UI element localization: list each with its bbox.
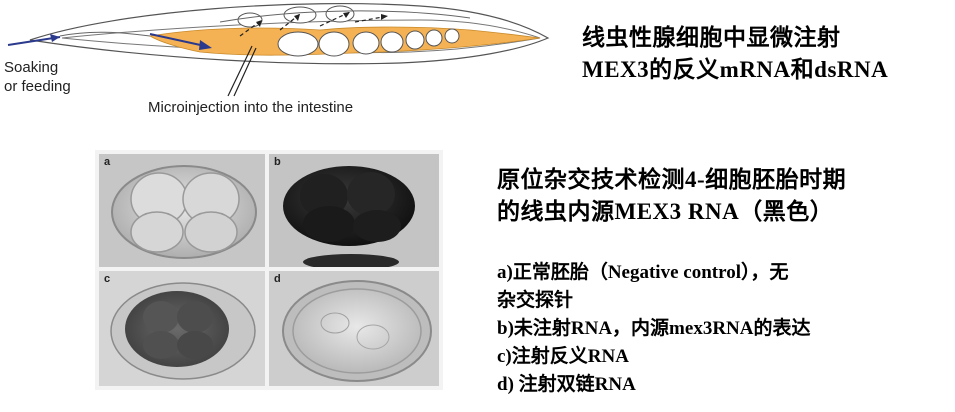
panel-d-letter: d <box>274 273 281 285</box>
soaking-label-line1: Soaking <box>4 59 59 76</box>
injection-title-line2: MEX3的反义mRNA和dsRNA <box>582 57 889 82</box>
embryo-micrographs: a b <box>95 150 443 390</box>
embryo-a-image <box>99 154 265 267</box>
panel-a-letter: a <box>104 156 111 168</box>
panel-c-antisense-embryo: c <box>99 271 265 386</box>
injection-needle <box>227 45 257 97</box>
caption-a-line2: 杂交探针 <box>497 290 574 311</box>
caption-b: b)未注射RNA，内源mex3RNA的表达 <box>497 318 811 339</box>
panel-c-letter: c <box>104 273 111 285</box>
intestine-arrow <box>149 33 206 47</box>
worm-illustration <box>7 2 550 97</box>
caption-c: c)注射反义RNA <box>497 346 629 367</box>
insitu-title: 原位杂交技术检测4-细胞胚胎时期 的线虫内源MEX3 RNA（黑色） <box>497 164 952 228</box>
panel-a-control-embryo: a <box>99 154 265 267</box>
embryo-c-image <box>99 271 265 386</box>
soaking-label-line2: or feeding <box>4 78 71 95</box>
caption-d: d) 注射双链RNA <box>497 374 636 395</box>
gonad-cells <box>237 5 460 57</box>
microinjection-label: Microinjection into the intestine <box>148 99 354 116</box>
caption-a-line1: a)正常胚胎（Negative control），无 <box>497 262 789 283</box>
soaking-label: Soaking or feeding <box>4 58 71 96</box>
injection-title: 线虫性腺细胞中显微注射 MEX3的反义mRNA和dsRNA <box>582 22 952 86</box>
panel-captions: a)正常胚胎（Negative control），无 杂交探针 b)未注射RNA… <box>497 259 952 399</box>
embryo-d-image <box>269 271 439 386</box>
embryo-b-image <box>269 154 439 267</box>
insitu-title-line2: 的线虫内源MEX3 RNA（黑色） <box>497 199 834 224</box>
injection-title-line1: 线虫性腺细胞中显微注射 <box>582 25 841 50</box>
panel-d-dsrna-embryo: d <box>269 271 439 386</box>
worm-injection-diagram <box>0 0 560 120</box>
panel-b-uninjected-embryo: b <box>269 154 439 267</box>
panel-b-letter: b <box>274 156 281 168</box>
insitu-title-line1: 原位杂交技术检测4-细胞胚胎时期 <box>497 167 847 192</box>
